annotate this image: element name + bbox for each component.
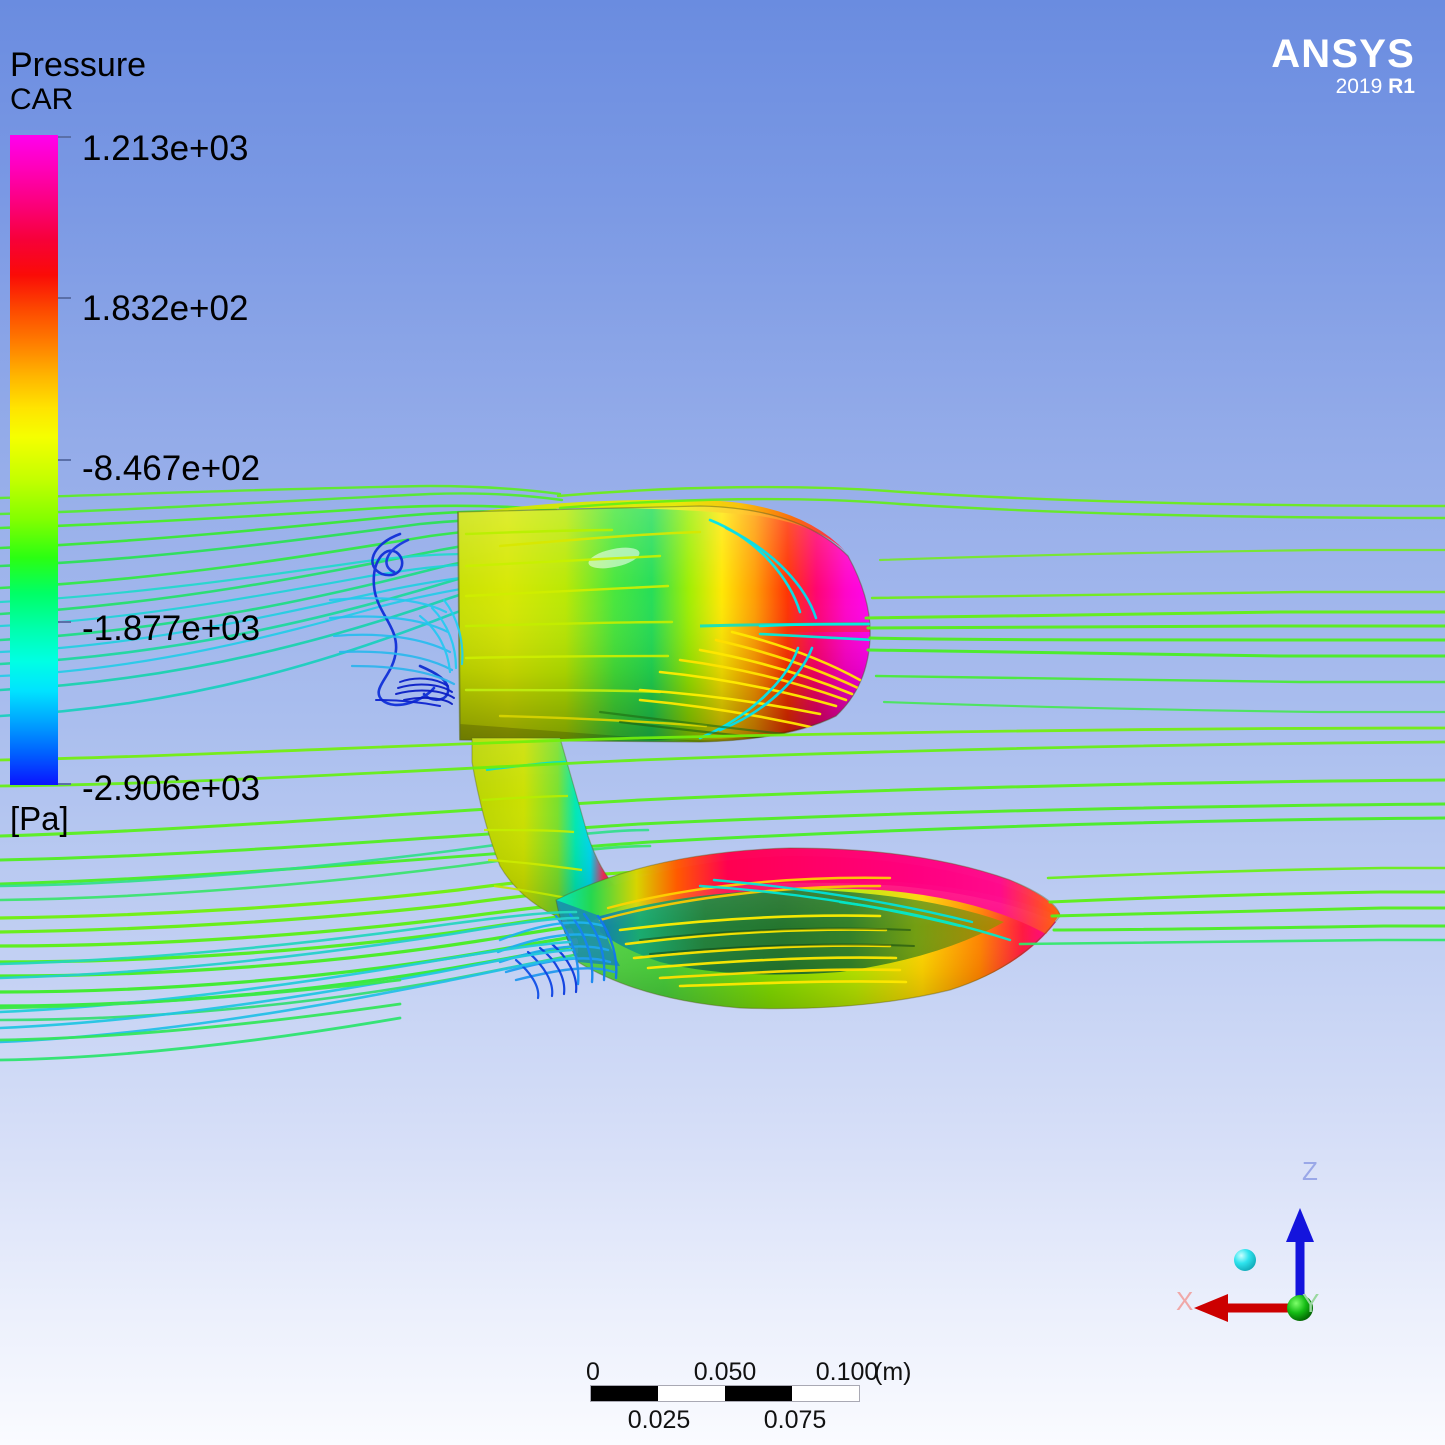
colorbar-tick-3 xyxy=(58,621,71,623)
colorbar-tick-4 xyxy=(58,783,71,785)
probe-sphere xyxy=(1234,1249,1256,1271)
lower-body-surface xyxy=(555,847,1061,1010)
colorbar-gradient xyxy=(10,135,58,785)
legend-title: Pressure xyxy=(10,46,147,84)
ansys-logo: ANSYS 2019 R1 xyxy=(1271,34,1415,97)
legend-units: [Pa] xyxy=(10,800,69,837)
surface-streamlines-lower xyxy=(598,876,1012,988)
origin-sphere xyxy=(1287,1295,1313,1321)
scale-label-075: 0.075 xyxy=(763,1406,827,1434)
colorbar-label-q3: 1.832e+02 xyxy=(82,289,249,328)
colorbar-tick-0 xyxy=(58,136,71,138)
legend-subtitle: CAR xyxy=(10,83,74,116)
scale-segment-2 xyxy=(658,1386,725,1401)
colorbar-label-mid: -8.467e+02 xyxy=(82,449,261,488)
streamline-recirculation-lower xyxy=(0,910,618,1044)
streamline-field-wake xyxy=(0,485,1445,946)
scale-segment-1 xyxy=(591,1386,658,1401)
pressure-legend: Pressure CAR xyxy=(10,48,146,116)
streamline-field-lowerleft xyxy=(0,978,402,1062)
ansys-year: 2019 xyxy=(1335,74,1383,98)
colorbar-tick-1 xyxy=(58,297,71,299)
colorbar-tick-2 xyxy=(58,459,71,461)
colorbar-container[interactable]: 1.213e+03 1.832e+02 -8.467e+02 -1.877e+0… xyxy=(10,129,260,808)
pylon-surface xyxy=(471,737,622,919)
colorbar-label-q1: -1.877e+03 xyxy=(82,609,261,648)
colorbar-label-min: -2.906e+03 xyxy=(82,769,261,808)
axis-triad[interactable]: Z X Y xyxy=(1150,1150,1380,1340)
scale-label-100: 0.100 xyxy=(815,1358,879,1386)
scale-segment-3 xyxy=(725,1386,792,1401)
scale-bar: 0 0.050 0.100 (m) 0.025 0.075 xyxy=(585,1358,915,1438)
scale-unit: (m) xyxy=(874,1358,912,1386)
streamline-field-far xyxy=(0,484,1445,1022)
scale-label-0: 0 xyxy=(586,1358,600,1386)
surface-streamlines-upper xyxy=(464,518,871,742)
scale-track xyxy=(590,1385,860,1402)
ansys-release: 2019 R1 xyxy=(1271,76,1415,97)
z-axis-label: Z xyxy=(1302,1156,1318,1186)
ansys-release-version: R1 xyxy=(1388,74,1415,98)
z-axis-arrow xyxy=(1286,1208,1314,1308)
x-axis-arrow xyxy=(1194,1294,1300,1322)
scale-segment-4 xyxy=(792,1386,859,1401)
ansys-wordmark: ANSYS xyxy=(1271,32,1415,76)
upper-body-surface xyxy=(457,499,871,743)
scale-label-050: 0.050 xyxy=(693,1358,757,1386)
colorbar-label-max: 1.213e+03 xyxy=(82,129,249,168)
streamline-recirculation-upper xyxy=(328,532,464,707)
x-axis-label: X xyxy=(1176,1286,1193,1316)
scale-label-025: 0.025 xyxy=(627,1406,691,1434)
y-axis-label: Y xyxy=(1302,1288,1319,1318)
